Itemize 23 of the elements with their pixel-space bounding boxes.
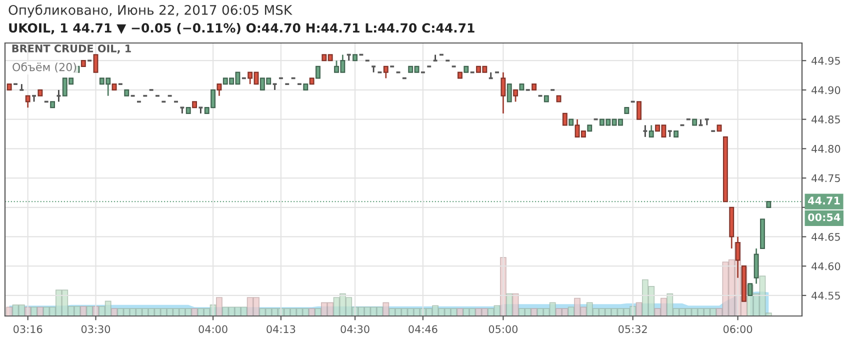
x-tick-label: 03:16	[14, 325, 42, 334]
y-tick-label: 44.55	[812, 292, 840, 300]
x-tick-label: 05:00	[488, 325, 518, 334]
x-tick-label: 06:00	[723, 325, 752, 334]
y-tick-label: 44.65	[812, 232, 840, 241]
x-tick-label: 04:30	[340, 325, 370, 334]
ref-line-label: 44.71	[808, 196, 840, 204]
x-tick-label: 04:46	[408, 325, 438, 334]
y-tick-label: 44.80	[812, 144, 840, 153]
chart-title: Объём (20)	[12, 62, 76, 73]
x-tick-label: 03:30	[81, 325, 110, 334]
x-tick-label: 04:00	[198, 325, 228, 334]
text: 00:54	[808, 213, 840, 222]
x-tick-label: 05:32	[618, 325, 647, 334]
y-tick-label: 44.75	[812, 174, 840, 182]
y-tick-label: 44.60	[812, 262, 840, 270]
x-tick-label: 04:13	[266, 325, 296, 334]
chart-title: Опубликовано, Июнь 22, 2017 06:05 MSK	[8, 4, 292, 18]
chart-subtitle: UKOIL, 1 44.71 ▼ −0.05 (−0.11%) O:44.70 H:44.71 L:44.70 C:44.71	[9, 22, 474, 34]
y-tick-label: 44.90	[812, 86, 840, 94]
y-tick-label: 44.85	[812, 116, 840, 124]
y-tick-label: 44.95	[812, 56, 840, 65]
annotation: BRENT CRUDE OIL, 1	[12, 44, 131, 54]
